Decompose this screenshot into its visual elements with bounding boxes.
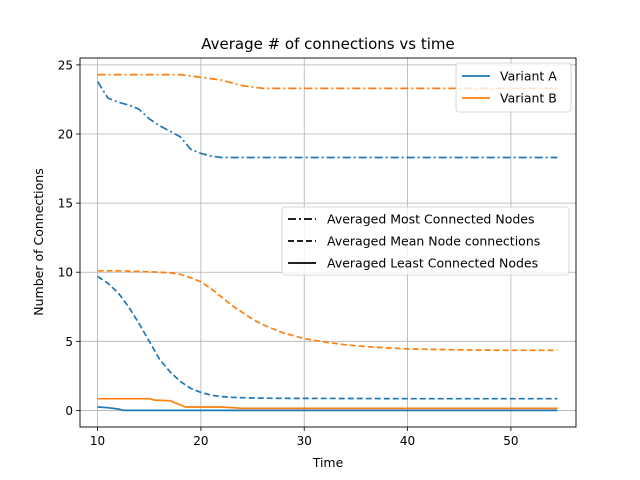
legend-label-variant-b: Variant B [500,91,557,106]
x-axis-label: Time [312,455,344,470]
y-tick-label: 5 [65,335,73,349]
y-tick-label: 0 [65,404,73,418]
y-axis-label: Number of Connections [31,168,46,315]
series-layer [96,73,558,412]
series-line-variant-a-dashed [97,275,558,400]
series-line-variant-b-dashdot [97,73,558,90]
y-tick-label: 15 [58,197,73,211]
legend-label-mean-connections: Averaged Mean Node connections [327,234,540,249]
legend-label-variant-a: Variant A [500,69,557,84]
x-tick-label: 40 [400,434,415,448]
series-legend: Variant A Variant B [455,62,572,113]
tick-layer: 10 20 30 40 50 0 5 10 15 20 25 [58,58,519,448]
x-tick-label: 50 [503,434,518,448]
plot-frame [79,57,577,428]
x-tick-label: 10 [90,434,105,448]
style-legend-box [281,206,570,276]
legend-label-most-connected: Averaged Most Connected Nodes [327,212,534,227]
y-tick-label: 10 [58,266,73,280]
series-line-variant-b-dashed [97,269,558,352]
chart-title: Average # of connections vs time [201,35,455,53]
x-tick-label: 30 [297,434,312,448]
y-tick-label: 20 [58,128,73,142]
x-tick-label: 20 [193,434,208,448]
y-tick-label: 25 [58,58,73,72]
series-line-variant-a-dashdot [96,81,558,159]
legend-label-least-connected: Averaged Least Connected Nodes [327,256,538,271]
series-line-variant-a-solid [97,406,558,412]
series-line-variant-b-solid [97,397,558,410]
style-legend: Averaged Most Connected Nodes Averaged M… [281,206,570,276]
